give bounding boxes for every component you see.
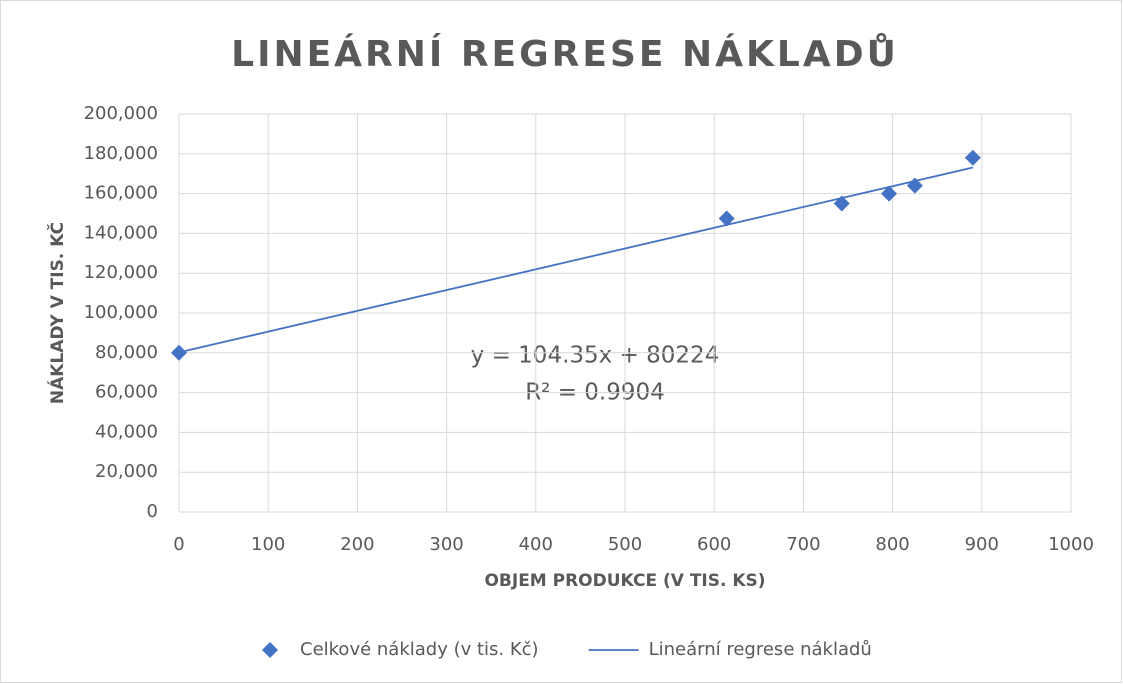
y-tick-label: 20,000 [95,461,158,482]
data-point [881,185,898,202]
data-point [718,210,735,227]
x-tick-label: 0 [173,534,184,555]
y-axis-title: NÁKLADY V TIS. KČ [46,222,68,404]
y-tick-label: 160,000 [84,183,158,204]
y-tick-label: 120,000 [84,262,158,283]
y-tick-label: 0 [147,501,158,522]
x-tick-label: 400 [519,534,553,555]
trend-line [178,166,974,354]
y-tick-label: 180,000 [84,143,158,164]
x-tick-label: 300 [429,534,463,555]
y-tick-label: 140,000 [84,222,158,243]
x-tick-label: 900 [965,534,999,555]
legend-label: Celkové náklady (v tis. Kč) [300,639,539,660]
x-tick-label: 200 [340,534,374,555]
x-tick-label: 1000 [1048,534,1094,555]
x-tick-label: 800 [875,534,909,555]
y-tick-label: 40,000 [95,421,158,442]
legend-marker [262,642,278,658]
y-tick-label: 80,000 [95,342,158,363]
y-tick-label: 100,000 [84,302,158,323]
data-point [171,344,187,361]
x-tick-label: 600 [697,534,731,555]
x-axis-title: OBJEM PRODUKCE (V TIS. KS) [484,571,765,591]
legend-label: Lineární regrese nákladů [649,639,872,660]
y-tick-label: 200,000 [84,103,158,124]
x-tick-label: 100 [251,534,285,555]
x-tick-label: 700 [786,534,820,555]
data-point [964,149,981,166]
y-tick-label: 60,000 [95,382,158,403]
chart-title: LINEÁRNÍ REGRESE NÁKLADŮ [231,33,899,75]
x-tick-label: 500 [608,534,642,555]
equation: y = 104.35x + 80224 [471,343,720,369]
